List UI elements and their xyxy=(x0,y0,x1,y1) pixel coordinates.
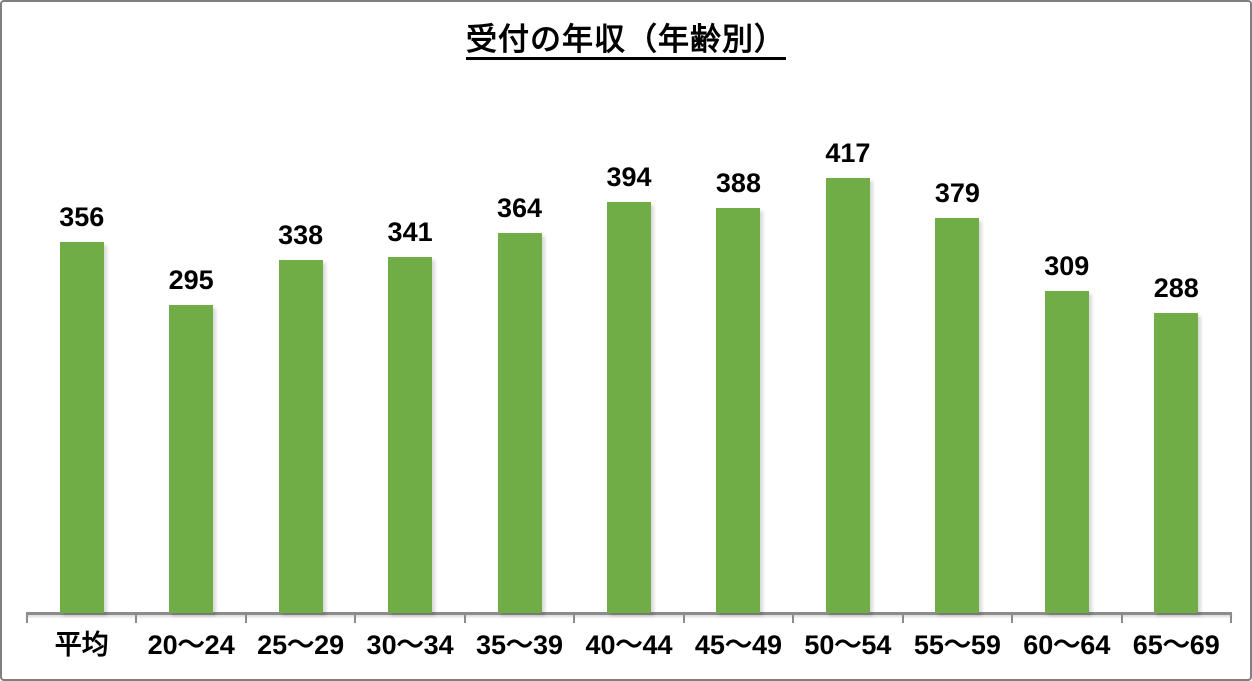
bar xyxy=(388,257,433,613)
x-axis-category-label: 20～24 xyxy=(147,630,235,660)
chart-title: 受付の年収（年齢別） xyxy=(2,14,1250,59)
x-axis-category-label: 40～44 xyxy=(585,630,673,660)
bar-value-label: 388 xyxy=(715,168,761,199)
x-axis-tick xyxy=(682,614,685,623)
x-axis-tick xyxy=(26,614,28,623)
x-axis-category-label: 45～49 xyxy=(694,630,782,660)
x-axis-tick xyxy=(244,614,247,623)
bar-value-label: 288 xyxy=(1153,272,1199,303)
bar-value-label: 309 xyxy=(1044,250,1090,281)
chart-title-text: 受付の年収（年齢別） xyxy=(466,22,786,57)
x-axis-tick xyxy=(135,614,138,623)
bar-value-label: 379 xyxy=(934,177,980,208)
bar xyxy=(716,208,761,613)
x-axis-tick xyxy=(1011,614,1014,623)
bar xyxy=(935,217,980,613)
bar-value-label: 341 xyxy=(387,217,433,248)
bar xyxy=(59,241,104,613)
x-axis-category-label: 65～69 xyxy=(1132,630,1220,660)
bar-value-label: 295 xyxy=(168,265,214,296)
x-axis-tick xyxy=(792,614,795,623)
bar-value-label: 356 xyxy=(59,201,105,232)
x-axis-line xyxy=(26,612,1232,615)
bar xyxy=(1044,290,1089,613)
x-axis-category-label: 25～29 xyxy=(257,630,345,660)
x-axis-tick xyxy=(1120,614,1123,623)
bar-value-label: 364 xyxy=(497,193,543,224)
bar xyxy=(278,260,323,613)
bar xyxy=(497,233,542,613)
x-axis-category-label: 55～59 xyxy=(913,630,1001,660)
x-axis-category-label: 平均 xyxy=(54,630,109,660)
x-axis-tick xyxy=(354,614,357,623)
x-axis-tick xyxy=(1230,614,1232,623)
bar xyxy=(1154,312,1199,613)
bar xyxy=(825,178,870,613)
x-axis-category-label: 50～54 xyxy=(804,630,892,660)
x-axis-category-label: 60～64 xyxy=(1023,630,1111,660)
x-axis-tick xyxy=(573,614,576,623)
bar-value-label: 417 xyxy=(825,138,871,168)
bar-value-label: 338 xyxy=(278,220,324,251)
x-axis-tick xyxy=(901,614,904,623)
x-axis-category-label: 35～39 xyxy=(476,630,564,660)
x-axis-category-label: 30～34 xyxy=(366,630,454,660)
bar xyxy=(169,305,214,613)
x-axis-tick xyxy=(463,614,466,623)
bar-value-label: 394 xyxy=(606,161,652,192)
bar xyxy=(607,201,651,613)
